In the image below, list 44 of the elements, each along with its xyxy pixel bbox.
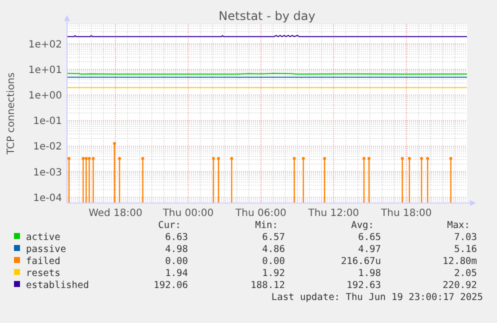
text: 188.12	[250, 280, 285, 291]
text: 2.05	[454, 268, 477, 279]
text: 192.63	[346, 280, 381, 291]
text: 4.97	[358, 244, 381, 255]
x-tick-label: Thu 06:00	[234, 208, 286, 219]
text: 6.57	[262, 232, 285, 243]
text: 6.63	[165, 232, 188, 243]
text: Cur:	[158, 220, 181, 231]
text: Last update: Thu Jun 19 23:00:17 2025	[271, 292, 483, 303]
text: Min:	[255, 220, 278, 231]
y-tick-label: 1e-01	[33, 116, 62, 128]
text: 220.92	[442, 280, 477, 291]
y-tick-label: 1e-03	[33, 167, 62, 178]
text: 1.98	[358, 268, 382, 279]
legend-label: established	[26, 280, 89, 291]
legend-label: active	[26, 232, 61, 243]
x-tick-label: Thu 00:00	[162, 208, 214, 219]
legend-label: passive	[26, 244, 66, 255]
text: 0.00	[165, 256, 188, 267]
legend-label: failed	[26, 256, 60, 267]
legend-label: resets	[26, 268, 60, 279]
y-axis-title: TCP connections	[6, 72, 17, 156]
x-tick-label: Wed 18:00	[88, 208, 142, 219]
text: 192.06	[154, 280, 188, 291]
text: 6.65	[358, 232, 381, 243]
x-tick-label: Thu 18:00	[380, 208, 432, 219]
text: 1.94	[165, 268, 188, 279]
text: 5.16	[454, 244, 478, 255]
y-tick-label: 1e-02	[33, 142, 62, 153]
y-tick-label: 1e+02	[28, 39, 62, 50]
x-tick-label: Thu 12:00	[307, 208, 360, 219]
text: Max:	[447, 220, 470, 231]
text: 216.67u	[340, 256, 381, 267]
y-tick-label: 1e+01	[28, 64, 62, 76]
text: 7.03	[454, 232, 477, 243]
text: 4.98	[165, 244, 188, 255]
y-tick-label: 1e+00	[28, 90, 62, 102]
y-tick-label: 1e-04	[33, 192, 62, 204]
chart-title: Netstat - by day	[218, 9, 316, 23]
text: 12.80m	[442, 256, 478, 267]
text: Avg:	[351, 220, 374, 231]
text: 4.86	[262, 244, 286, 255]
text: 0.00	[262, 256, 286, 267]
text: 1.92	[262, 268, 285, 279]
